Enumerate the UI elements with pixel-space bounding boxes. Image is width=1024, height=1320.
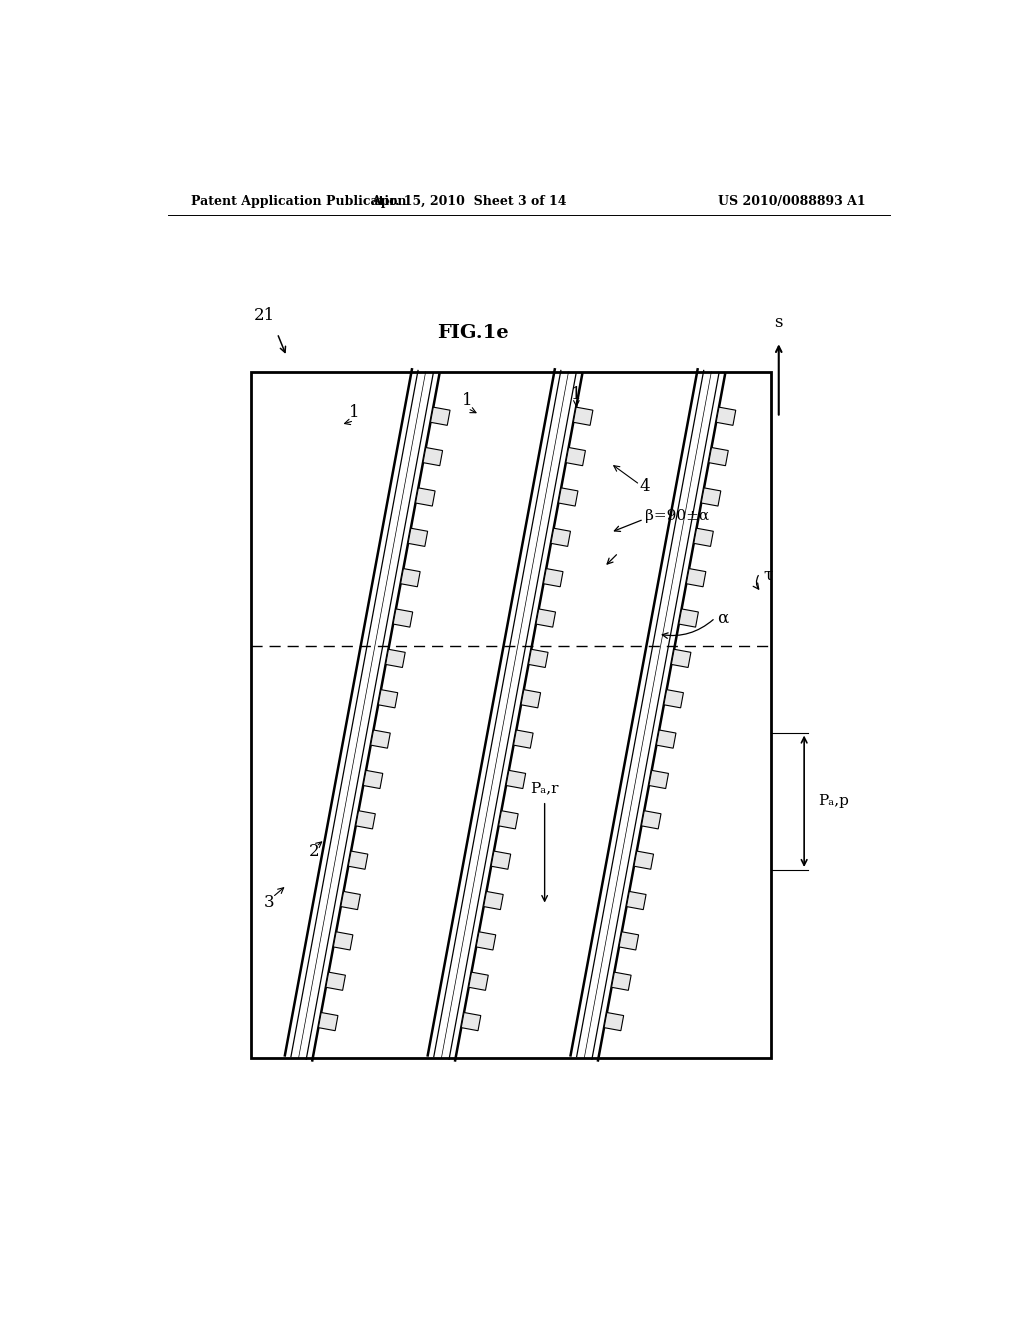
Text: Apr. 15, 2010  Sheet 3 of 14: Apr. 15, 2010 Sheet 3 of 14	[372, 194, 567, 207]
Polygon shape	[528, 649, 548, 668]
Text: α: α	[717, 610, 728, 626]
Text: 1: 1	[349, 404, 359, 421]
Polygon shape	[566, 447, 586, 466]
Polygon shape	[430, 407, 451, 425]
Polygon shape	[461, 1012, 481, 1031]
Text: 1: 1	[571, 385, 582, 403]
Polygon shape	[604, 1012, 624, 1031]
Polygon shape	[483, 891, 503, 909]
Text: 21: 21	[254, 308, 275, 325]
Polygon shape	[536, 609, 556, 627]
Polygon shape	[416, 488, 435, 506]
Text: US 2010/0088893 A1: US 2010/0088893 A1	[719, 194, 866, 207]
Polygon shape	[656, 730, 676, 748]
Polygon shape	[679, 609, 698, 627]
Polygon shape	[544, 569, 563, 587]
Polygon shape	[364, 771, 383, 788]
Bar	[251, 372, 771, 1057]
Polygon shape	[521, 689, 541, 708]
Polygon shape	[716, 407, 736, 425]
Text: Pₐ,r: Pₐ,r	[530, 781, 559, 796]
Polygon shape	[423, 447, 442, 466]
Text: β=90±α: β=90±α	[645, 510, 710, 523]
Polygon shape	[348, 851, 368, 870]
Text: τ: τ	[763, 566, 772, 583]
Polygon shape	[469, 972, 488, 990]
Polygon shape	[551, 528, 570, 546]
Polygon shape	[318, 1012, 338, 1031]
Polygon shape	[476, 932, 496, 950]
Polygon shape	[627, 891, 646, 909]
Polygon shape	[408, 528, 428, 546]
Polygon shape	[686, 569, 706, 587]
Text: 4: 4	[640, 478, 650, 495]
Polygon shape	[573, 407, 593, 425]
Polygon shape	[634, 851, 653, 870]
Polygon shape	[709, 447, 728, 466]
Polygon shape	[326, 972, 345, 990]
Polygon shape	[499, 810, 518, 829]
Polygon shape	[701, 488, 721, 506]
Text: Pₐ,p: Pₐ,p	[818, 793, 849, 808]
Polygon shape	[620, 932, 639, 950]
Polygon shape	[664, 689, 683, 708]
Polygon shape	[514, 730, 534, 748]
Polygon shape	[641, 810, 662, 829]
Text: Patent Application Publication: Patent Application Publication	[191, 194, 407, 207]
Polygon shape	[393, 609, 413, 627]
Polygon shape	[341, 891, 360, 909]
Polygon shape	[334, 932, 353, 950]
Polygon shape	[558, 488, 578, 506]
Polygon shape	[400, 569, 420, 587]
Polygon shape	[672, 649, 691, 668]
Text: FIG.1e: FIG.1e	[437, 325, 509, 342]
Polygon shape	[611, 972, 631, 990]
Polygon shape	[355, 810, 376, 829]
Polygon shape	[386, 649, 406, 668]
Polygon shape	[492, 851, 511, 870]
Text: 2: 2	[308, 843, 319, 861]
Polygon shape	[506, 771, 525, 788]
Text: 3: 3	[264, 894, 274, 911]
Text: s: s	[774, 314, 783, 331]
Polygon shape	[693, 528, 714, 546]
Polygon shape	[378, 689, 397, 708]
Polygon shape	[649, 771, 669, 788]
Text: 1: 1	[463, 392, 473, 409]
Polygon shape	[371, 730, 390, 748]
